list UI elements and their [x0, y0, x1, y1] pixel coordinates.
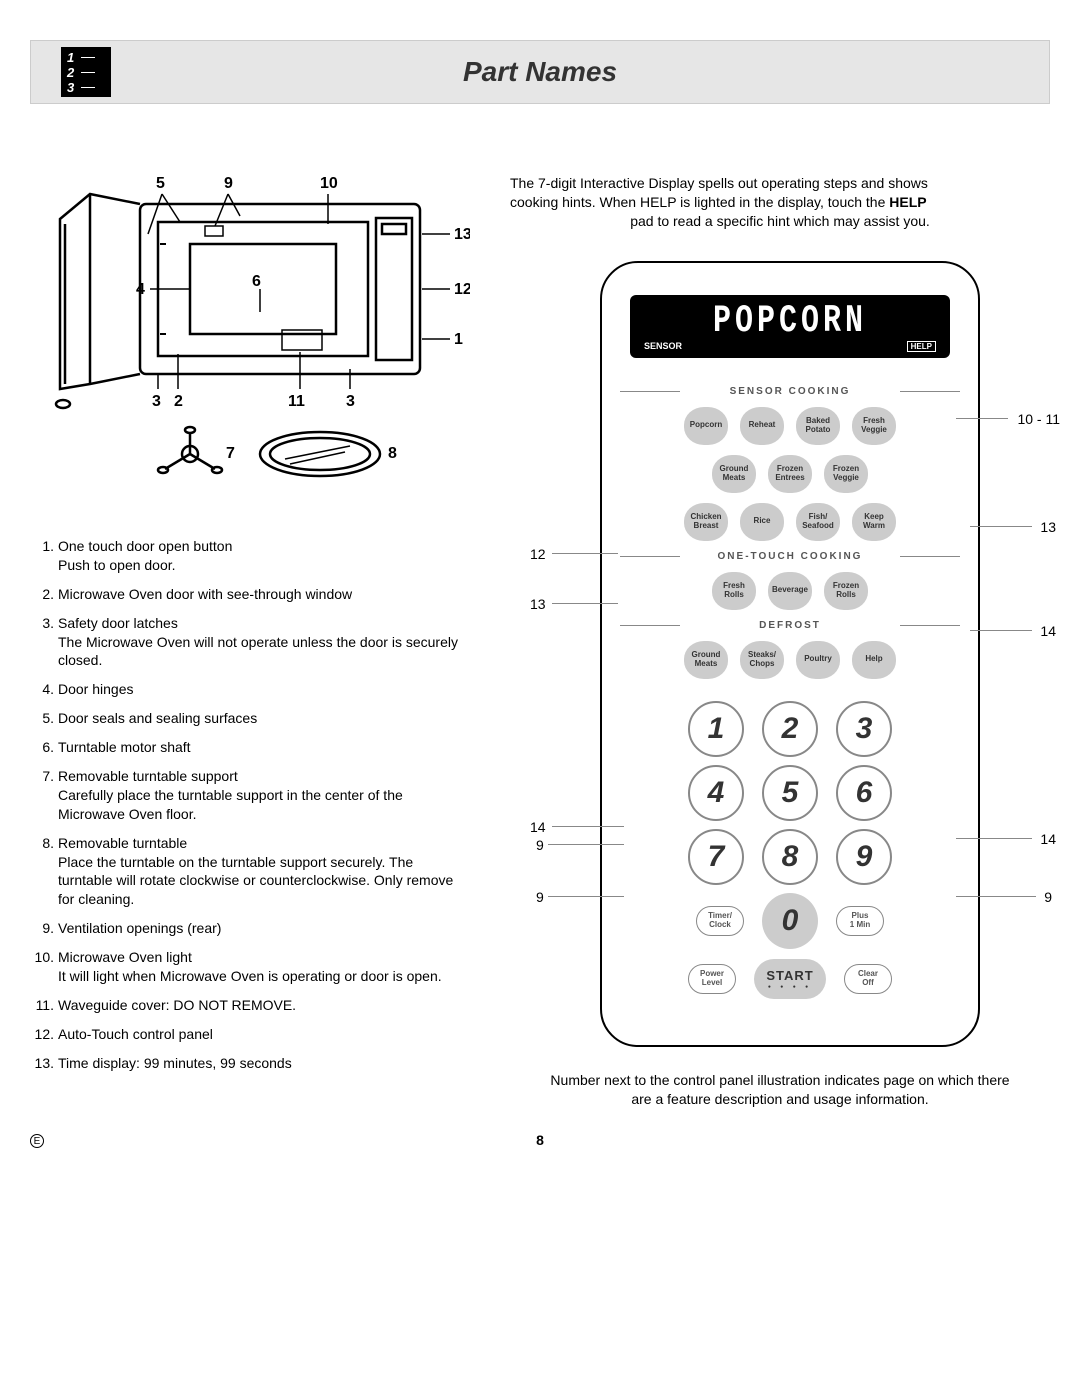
svg-text:13: 13: [454, 226, 470, 243]
timer-clock-button[interactable]: Timer/ Clock: [696, 906, 744, 936]
sensor-cooking-label: SENSOR COOKING: [630, 386, 950, 397]
keypad-8[interactable]: 8: [762, 829, 818, 885]
popcorn-button[interactable]: Popcorn: [684, 407, 728, 445]
page-number: 8: [536, 1132, 544, 1148]
svg-text:12: 12: [454, 281, 470, 298]
clear-off-button[interactable]: Clear Off: [844, 964, 892, 994]
frozen-veggie-button[interactable]: Frozen Veggie: [824, 455, 868, 493]
keypad-1[interactable]: 1: [688, 701, 744, 757]
plus-1min-button[interactable]: Plus 1 Min: [836, 906, 884, 936]
defrost-poultry-button[interactable]: Poultry: [796, 641, 840, 679]
svg-text:9: 9: [224, 175, 233, 192]
svg-text:3: 3: [152, 393, 161, 410]
svg-text:3: 3: [346, 393, 355, 410]
svg-text:4: 4: [136, 281, 145, 298]
reheat-button[interactable]: Reheat: [740, 407, 784, 445]
keypad-7[interactable]: 7: [688, 829, 744, 885]
frozen-rolls-button[interactable]: Frozen Rolls: [824, 572, 868, 610]
keypad-2[interactable]: 2: [762, 701, 818, 757]
keypad-4[interactable]: 4: [688, 765, 744, 821]
help-button[interactable]: Help: [852, 641, 896, 679]
header-steps-icon: 1 2 3: [61, 47, 111, 97]
start-button[interactable]: START ● ● ● ●: [754, 959, 826, 999]
keypad-5[interactable]: 5: [762, 765, 818, 821]
display-screen: POPCORN SENSOR HELP: [630, 295, 950, 358]
power-level-button[interactable]: Power Level: [688, 964, 736, 994]
footnote-text: Number next to the control panel illustr…: [510, 1071, 1050, 1109]
frozen-entrees-button[interactable]: Frozen Entrees: [768, 455, 812, 493]
rice-button[interactable]: Rice: [740, 503, 784, 541]
chicken-breast-button[interactable]: Chicken Breast: [684, 503, 728, 541]
svg-text:2: 2: [174, 393, 183, 410]
microwave-diagram: 5 9 10 4 6 13 12 1 3 2 11 3: [30, 174, 470, 494]
keypad-0[interactable]: 0: [762, 893, 818, 949]
fresh-veggie-button[interactable]: Fresh Veggie: [852, 407, 896, 445]
svg-text:8: 8: [388, 445, 397, 462]
intro-text: The 7-digit Interactive Display spells o…: [510, 174, 1050, 231]
svg-text:7: 7: [226, 445, 235, 462]
control-panel-illustration: 10 - 11 13 14 14 9 12 13 14 9 9 POPCORN: [530, 261, 1050, 1047]
keypad-6[interactable]: 6: [836, 765, 892, 821]
baked-potato-button[interactable]: Baked Potato: [796, 407, 840, 445]
parts-list: 1.One touch door open buttonPush to open…: [30, 537, 470, 1073]
page-edition-mark: E: [30, 1134, 44, 1148]
svg-text:10: 10: [320, 175, 338, 192]
svg-text:6: 6: [252, 273, 261, 290]
beverage-button[interactable]: Beverage: [768, 572, 812, 610]
one-touch-label: ONE-TOUCH COOKING: [630, 551, 950, 562]
fish-seafood-button[interactable]: Fish/ Seafood: [796, 503, 840, 541]
fresh-rolls-button[interactable]: Fresh Rolls: [712, 572, 756, 610]
svg-text:5: 5: [156, 175, 165, 192]
defrost-steaks-chops-button[interactable]: Steaks/ Chops: [740, 641, 784, 679]
defrost-label: DEFROST: [630, 620, 950, 631]
keypad-3[interactable]: 3: [836, 701, 892, 757]
keep-warm-button[interactable]: Keep Warm: [852, 503, 896, 541]
ground-meats-button[interactable]: Ground Meats: [712, 455, 756, 493]
keypad-9[interactable]: 9: [836, 829, 892, 885]
defrost-ground-meats-button[interactable]: Ground Meats: [684, 641, 728, 679]
svg-text:1: 1: [454, 331, 463, 348]
svg-text:11: 11: [288, 393, 305, 410]
page-title: Part Names: [31, 56, 1049, 88]
